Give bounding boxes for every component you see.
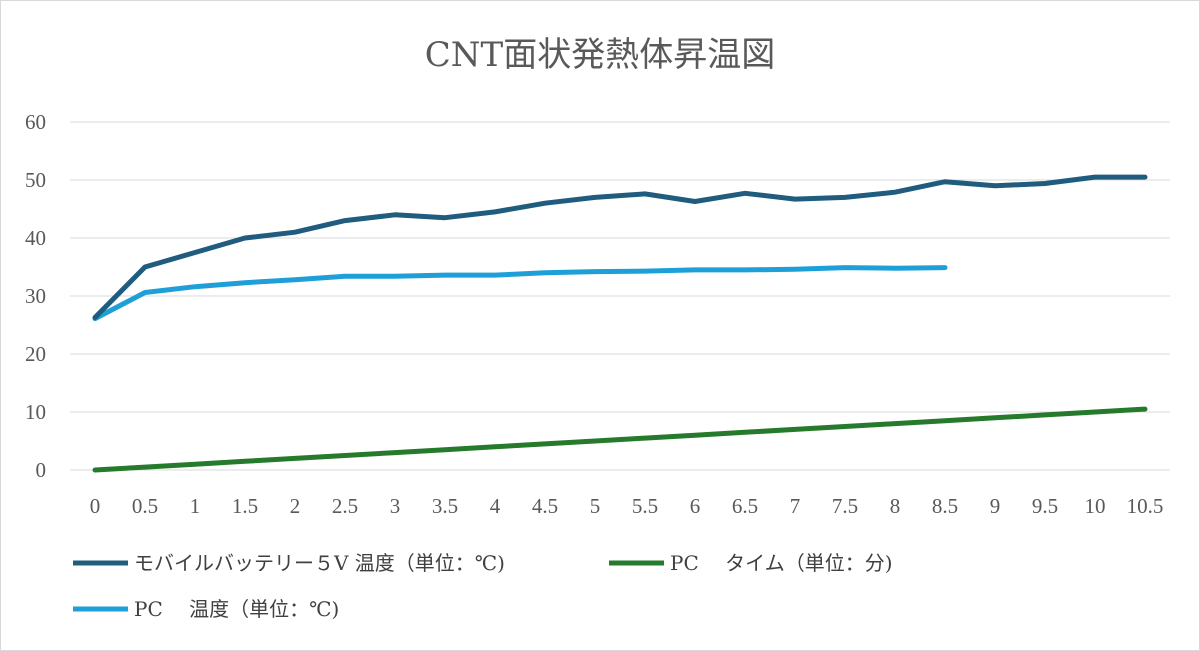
legend-label-pc-temp: PC 温度（単位：℃) bbox=[134, 597, 339, 621]
legend-label-pc-time: PC タイム（単位：分) bbox=[670, 551, 893, 575]
x-tick-label: 9.5 bbox=[1032, 494, 1058, 518]
x-tick-label: 10.5 bbox=[1127, 494, 1164, 518]
y-tick-label: 20 bbox=[25, 342, 46, 366]
x-tick-label: 10 bbox=[1085, 494, 1106, 518]
x-tick-label: 9 bbox=[990, 494, 1001, 518]
x-tick-label: 3 bbox=[390, 494, 401, 518]
series-line-battery-temp bbox=[92, 174, 1148, 320]
x-tick-label: 6.5 bbox=[732, 494, 758, 518]
y-tick-label: 50 bbox=[25, 168, 46, 192]
y-tick-label: 10 bbox=[25, 400, 46, 424]
x-tick-label: 1.5 bbox=[232, 494, 258, 518]
x-tick-label: 2.5 bbox=[332, 494, 358, 518]
x-tick-label: 0 bbox=[90, 494, 101, 518]
x-tick-label: 7 bbox=[790, 494, 801, 518]
chart-title: CNT面状発熱体昇温図 bbox=[425, 35, 775, 75]
x-tick-label: 8 bbox=[890, 494, 901, 518]
x-tick-label: 8.5 bbox=[932, 494, 958, 518]
y-tick-label: 30 bbox=[25, 284, 46, 308]
x-tick-label: 7.5 bbox=[832, 494, 858, 518]
series-lines bbox=[92, 174, 1148, 473]
x-tick-label: 4.5 bbox=[532, 494, 558, 518]
x-tick-label: 5.5 bbox=[632, 494, 658, 518]
legend-label-battery-temp: モバイルバッテリー５V 温度（単位：℃) bbox=[134, 551, 505, 575]
x-tick-label: 0.5 bbox=[132, 494, 158, 518]
y-tick-label: 0 bbox=[36, 458, 47, 482]
legend: モバイルバッテリー５V 温度（単位：℃) PC タイム（単位：分) PC 温度（… bbox=[73, 551, 893, 621]
y-axis-ticks: 0 10 20 30 40 50 60 bbox=[25, 110, 46, 482]
y-tick-label: 40 bbox=[25, 226, 46, 250]
series-line-pc-time bbox=[92, 406, 1148, 473]
x-tick-label: 6 bbox=[690, 494, 701, 518]
legend-item-pc-temp[interactable]: PC 温度（単位：℃) bbox=[73, 597, 339, 621]
legend-item-pc-time[interactable]: PC タイム（単位：分) bbox=[609, 551, 893, 575]
series-line-pc-temp bbox=[92, 265, 948, 322]
x-tick-label: 1 bbox=[190, 494, 201, 518]
x-axis-ticks: 0 0.5 1 1.5 2 2.5 3 3.5 4 4.5 5 5.5 6 6.5 7 7.5 8 8.5 9 9.5… bbox=[90, 494, 1164, 518]
x-tick-label: 2 bbox=[290, 494, 301, 518]
x-tick-label: 3.5 bbox=[432, 494, 458, 518]
legend-item-battery-temp[interactable]: モバイルバッテリー５V 温度（単位：℃) bbox=[73, 551, 505, 575]
x-tick-label: 4 bbox=[490, 494, 501, 518]
x-tick-label: 5 bbox=[590, 494, 601, 518]
y-tick-label: 60 bbox=[25, 110, 46, 134]
